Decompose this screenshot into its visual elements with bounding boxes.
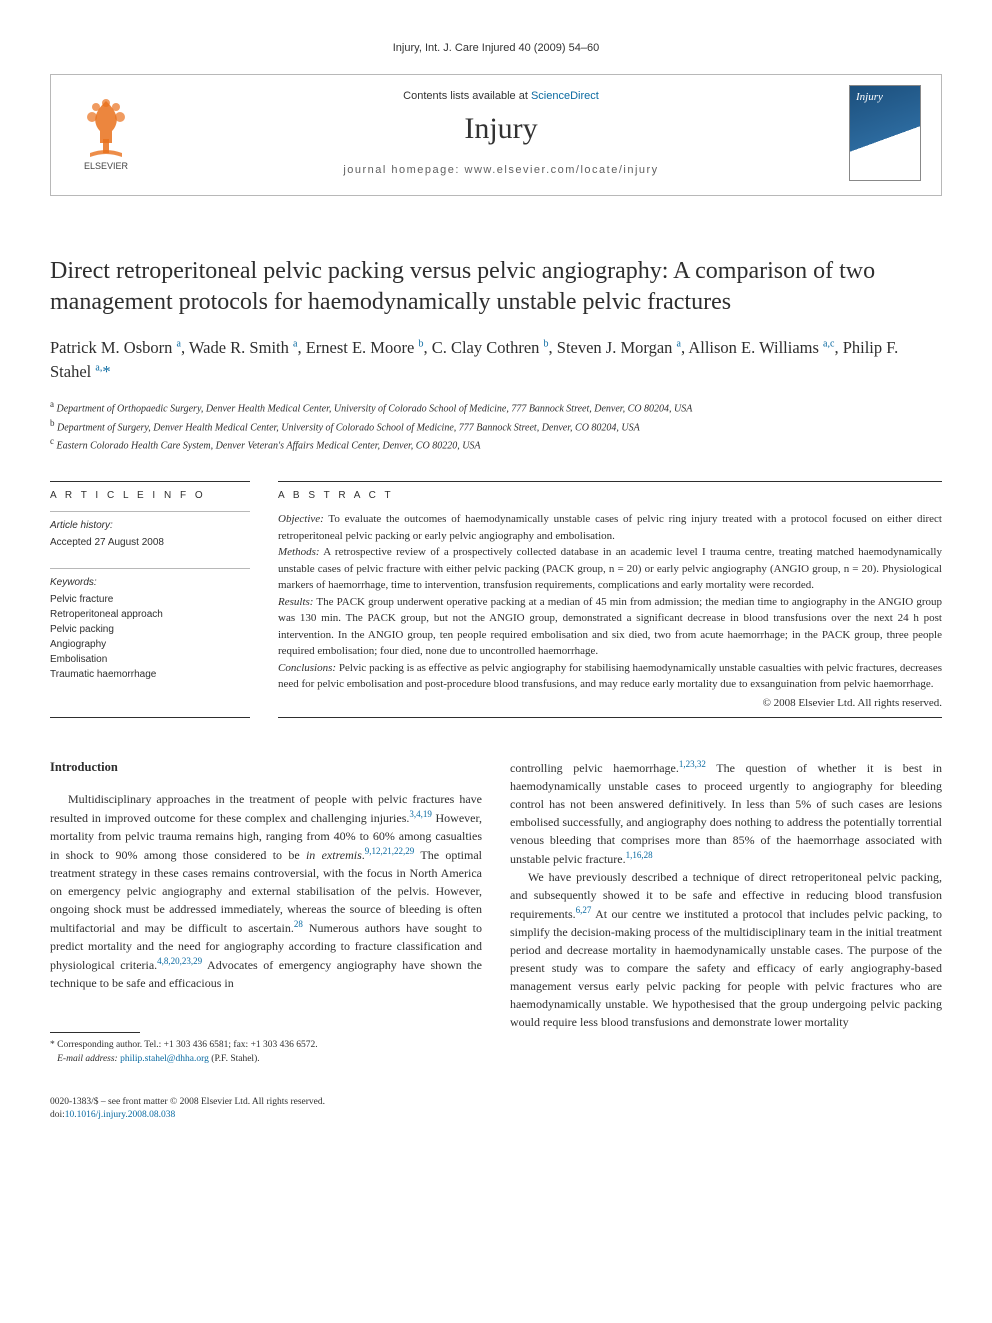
history-accepted: Accepted 27 August 2008 bbox=[50, 537, 164, 548]
journal-banner: Injury, Int. J. Care Injured 40 (2009) 5… bbox=[50, 30, 942, 196]
section-rule-top bbox=[50, 481, 942, 482]
affiliation: c Eastern Colorado Health Care System, D… bbox=[50, 435, 942, 453]
corresponding-author-footnote: * Corresponding author. Tel.: +1 303 436… bbox=[50, 1039, 482, 1066]
banner-center: Contents lists available at ScienceDirec… bbox=[161, 90, 841, 176]
abstract-segment: Results: The PACK group underwent operat… bbox=[278, 594, 942, 660]
journal-name: Injury bbox=[161, 112, 841, 146]
abstract-column: A B S T R A C T Objective: To evaluate t… bbox=[278, 490, 942, 709]
citation-ref[interactable]: 4,8,20,23,29 bbox=[157, 956, 202, 966]
journal-homepage-url: www.elsevier.com/locate/injury bbox=[465, 164, 659, 176]
abstract-segment: Conclusions: Pelvic packing is as effect… bbox=[278, 660, 942, 693]
article-header: Direct retroperitoneal pelvic packing ve… bbox=[50, 256, 942, 453]
affiliations: a Department of Orthopaedic Surgery, Den… bbox=[50, 398, 942, 453]
authors-line: Patrick M. Osborn a, Wade R. Smith a, Er… bbox=[50, 336, 942, 384]
abstract-segment-label: Conclusions: bbox=[278, 662, 336, 674]
intro-paragraph-1a: Multidisciplinary approaches in the trea… bbox=[50, 790, 482, 992]
citation-ref[interactable]: 1,16,28 bbox=[626, 850, 653, 860]
main-body-text: Introduction Multidisciplinary approache… bbox=[50, 758, 942, 1066]
info-abstract-row: A R T I C L E I N F O Article history: A… bbox=[50, 490, 942, 709]
citation-ref[interactable]: 1,23,32 bbox=[679, 759, 706, 769]
history-label: Article history: bbox=[50, 518, 250, 533]
keyword: Traumatic haemorrhage bbox=[50, 667, 250, 682]
elsevier-wordmark: ELSEVIER bbox=[84, 161, 129, 171]
sciencedirect-link[interactable]: ScienceDirect bbox=[531, 90, 599, 102]
abstract-segment: Objective: To evaluate the outcomes of h… bbox=[278, 511, 942, 544]
keyword: Pelvic fracture bbox=[50, 592, 250, 607]
journal-cover-thumbnail bbox=[849, 85, 921, 181]
keywords-block: Keywords: Pelvic fractureRetroperitoneal… bbox=[50, 568, 250, 682]
cover-thumb-container bbox=[841, 85, 941, 181]
corresponding-email-link[interactable]: philip.stahel@dhha.org bbox=[120, 1054, 209, 1064]
publisher-logo-container: ELSEVIER bbox=[51, 95, 161, 171]
abstract-segment-label: Results: bbox=[278, 596, 313, 608]
doi-label: doi: bbox=[50, 1110, 65, 1120]
article-history-block: Article history: Accepted 27 August 2008 bbox=[50, 511, 250, 550]
citation-ref[interactable]: 3,4,19 bbox=[409, 809, 432, 819]
abstract-segment-label: Methods: bbox=[278, 546, 320, 558]
affiliation: b Department of Surgery, Denver Health M… bbox=[50, 417, 942, 435]
keywords-label: Keywords: bbox=[50, 575, 250, 590]
doi-link[interactable]: 10.1016/j.injury.2008.08.038 bbox=[65, 1110, 175, 1120]
sciencedirect-box: ELSEVIER Contents lists available at Sci… bbox=[50, 74, 942, 196]
intro-paragraph-2: We have previously described a technique… bbox=[510, 868, 942, 1031]
intro-paragraph-1b: controlling pelvic haemorrhage.1,23,32 T… bbox=[510, 758, 942, 868]
intro-heading: Introduction bbox=[50, 758, 482, 777]
citation-line: Injury, Int. J. Care Injured 40 (2009) 5… bbox=[50, 42, 942, 54]
citation-ref[interactable]: 6,27 bbox=[576, 905, 592, 915]
abstract-segment: Methods: A retrospective review of a pro… bbox=[278, 544, 942, 594]
abstract-body: Objective: To evaluate the outcomes of h… bbox=[278, 511, 942, 693]
abstract-copyright: © 2008 Elsevier Ltd. All rights reserved… bbox=[278, 697, 942, 709]
article-info-column: A R T I C L E I N F O Article history: A… bbox=[50, 490, 250, 709]
affiliation: a Department of Orthopaedic Surgery, Den… bbox=[50, 398, 942, 416]
citation-ref[interactable]: 28 bbox=[294, 919, 303, 929]
keyword: Retroperitoneal approach bbox=[50, 607, 250, 622]
abstract-heading: A B S T R A C T bbox=[278, 490, 942, 501]
citation-ref[interactable]: 9,12,21,22,29 bbox=[365, 846, 415, 856]
keyword: Pelvic packing bbox=[50, 622, 250, 637]
keyword: Embolisation bbox=[50, 652, 250, 667]
keyword: Angiography bbox=[50, 637, 250, 652]
contents-available-line: Contents lists available at ScienceDirec… bbox=[161, 90, 841, 102]
journal-homepage-line: journal homepage: www.elsevier.com/locat… bbox=[161, 164, 841, 176]
footnote-separator bbox=[50, 1032, 140, 1033]
article-title: Direct retroperitoneal pelvic packing ve… bbox=[50, 256, 942, 318]
article-info-heading: A R T I C L E I N F O bbox=[50, 490, 250, 501]
front-matter-line: 0020-1383/$ – see front matter © 2008 El… bbox=[50, 1097, 325, 1107]
elsevier-tree-logo: ELSEVIER bbox=[72, 95, 140, 171]
section-rule-bottom bbox=[50, 717, 942, 718]
email-label: E-mail address: bbox=[57, 1054, 118, 1064]
abstract-segment-label: Objective: bbox=[278, 513, 324, 525]
page-footer: 0020-1383/$ – see front matter © 2008 El… bbox=[50, 1096, 942, 1123]
